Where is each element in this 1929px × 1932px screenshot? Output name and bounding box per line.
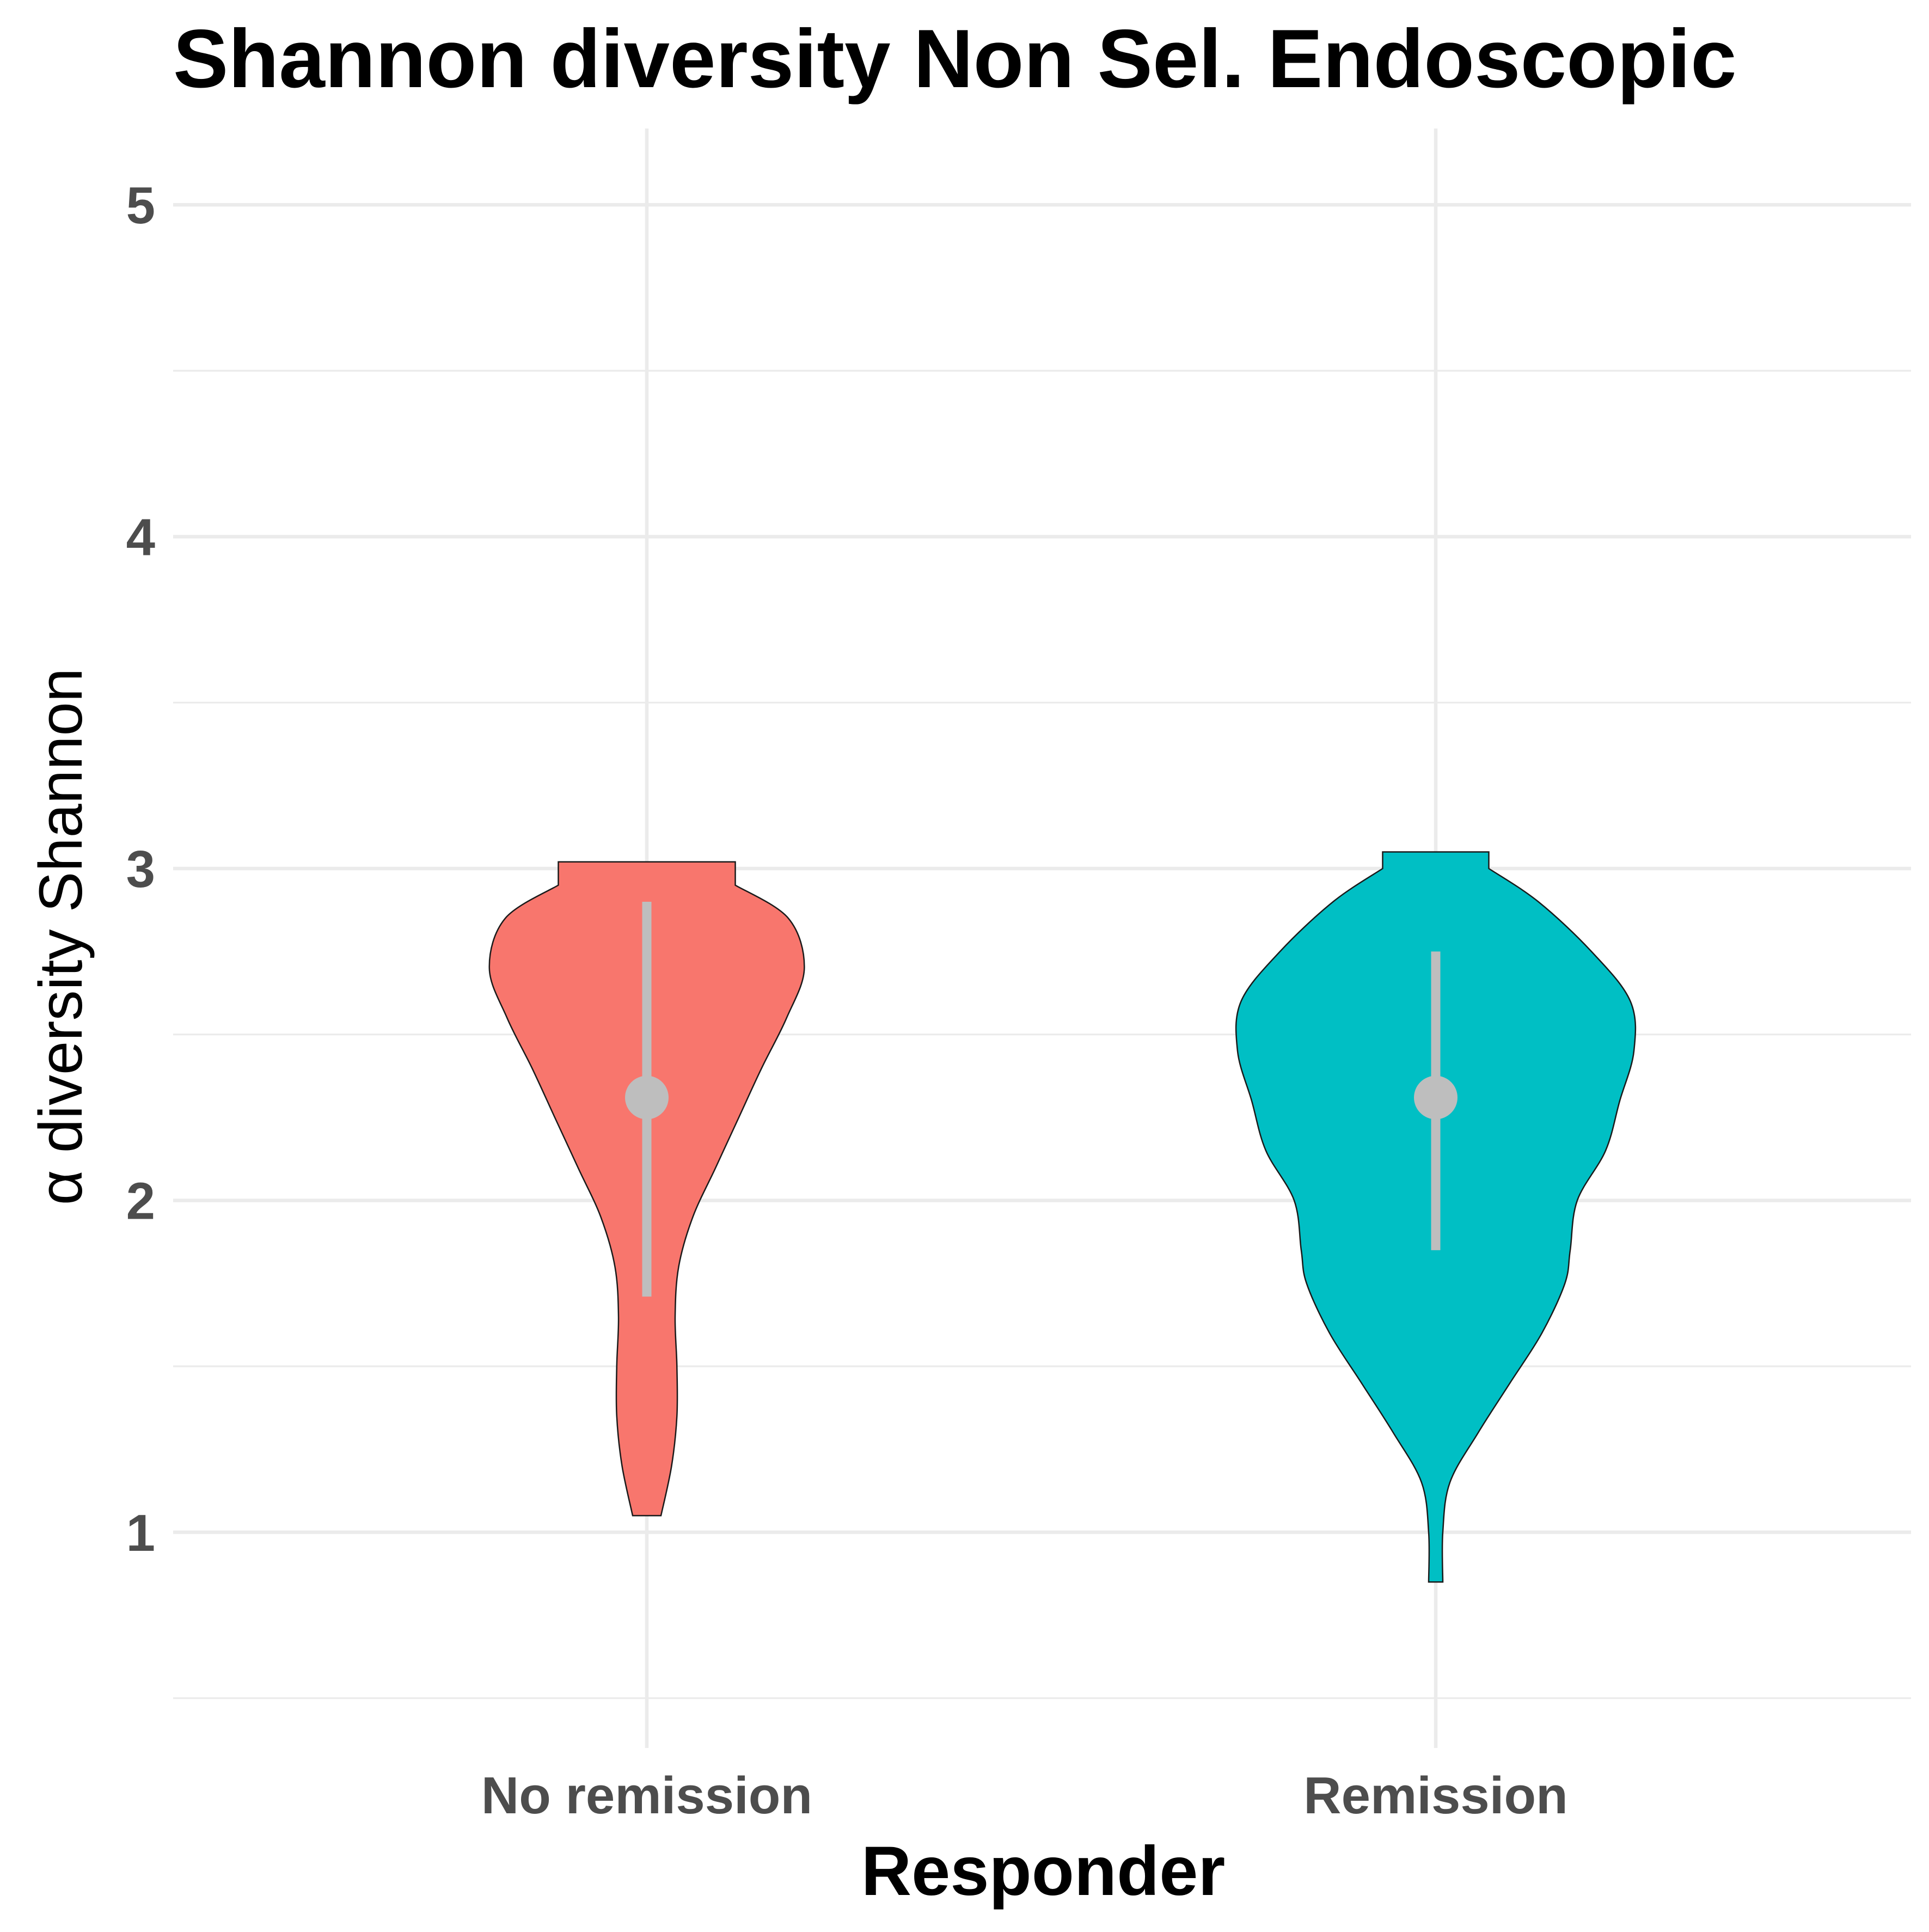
tick-layer: 1 2 3 4 5 No remission Remission — [126, 176, 1568, 1825]
y-tick-label: 3 — [126, 840, 155, 898]
y-tick-label: 5 — [126, 176, 155, 235]
x-tick-label: Remission — [1303, 1766, 1567, 1825]
x-axis-title: Responder — [861, 1832, 1226, 1910]
violin-layer — [488, 851, 1637, 1583]
y-axis-title: α diversity Shannon — [27, 668, 95, 1205]
x-tick-label: No remission — [481, 1766, 812, 1825]
y-tick-label: 2 — [126, 1172, 155, 1230]
grid-layer — [173, 129, 1911, 1748]
y-tick-label: 1 — [126, 1504, 155, 1562]
y-tick-label: 4 — [126, 509, 155, 567]
summary-mean-point — [625, 1075, 669, 1120]
summary-mean-point — [1414, 1075, 1458, 1120]
summary-layer — [625, 901, 1458, 1297]
chart-title: Shannon diversity Non Sel. Endoscopic — [173, 13, 1737, 105]
